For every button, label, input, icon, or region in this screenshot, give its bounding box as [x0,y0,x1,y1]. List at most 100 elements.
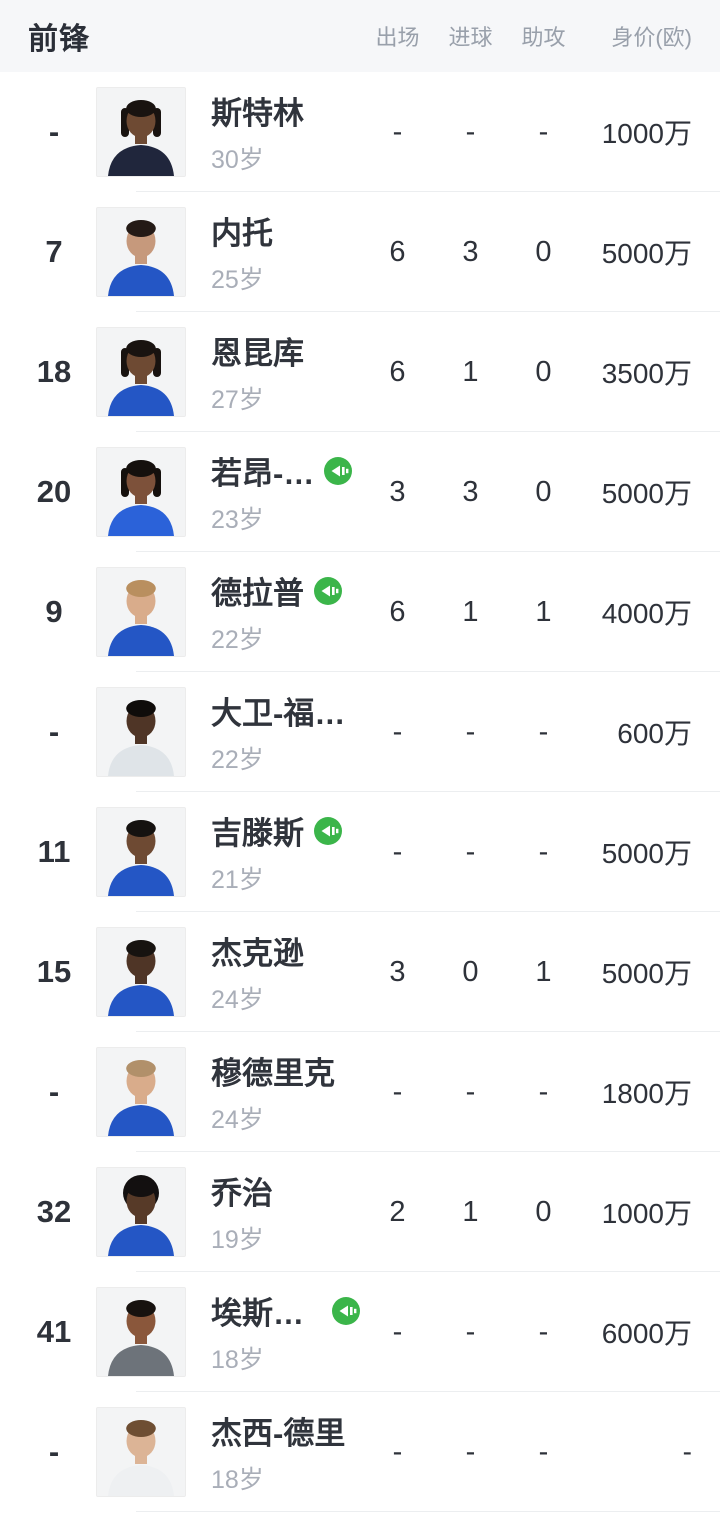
player-avatar-image [97,88,185,176]
stat-market-value: - [682,1436,692,1467]
stat-market-value: 5000万 [601,238,692,269]
player-row[interactable]: - 杰西-德里 [0,1392,720,1512]
stat-appearances: - [392,1435,403,1468]
player-row[interactable]: 11 吉滕斯 [0,792,720,912]
player-photo [96,87,186,177]
player-name-line: 内托 [211,208,361,253]
player-row[interactable]: 20 若昂-… [0,432,720,552]
jersey-number: 32 [36,1194,72,1229]
player-row[interactable]: 7 内托 [0,192,720,312]
player-name: 内托 [211,216,273,251]
player-photo [96,807,186,897]
row-divider [136,911,720,912]
column-header-assists: 助攻 [521,25,566,50]
stat-appearances: 6 [389,235,406,268]
player-info: 吉滕斯 21岁 [211,808,361,896]
player-age: 22岁 [211,626,264,654]
stat-goals: 3 [462,235,479,268]
stat-goals: - [465,835,476,868]
player-info: 斯特林 30岁 [211,88,361,176]
player-name-line: 若昂-… [211,448,361,493]
player-photo [96,687,186,777]
row-divider [136,1391,720,1392]
stat-market-value: 4000万 [601,598,692,629]
player-age: 21岁 [211,866,264,894]
player-photo [96,567,186,657]
player-row[interactable]: - 斯特林 [0,72,720,192]
player-info: 埃斯特旺 18岁 [211,1288,361,1376]
player-photo [96,927,186,1017]
player-row[interactable]: 15 杰克逊 [0,912,720,1032]
stat-assists: - [538,115,549,148]
player-name: 德拉普 [211,576,304,611]
player-name: 杰西-德里 [211,1416,346,1451]
player-name-line: 杰西-德里 [211,1408,361,1453]
column-header-appearances: 出场 [375,25,420,50]
player-info: 杰西-德里 18岁 [211,1408,361,1496]
player-name: 斯特林 [211,96,304,131]
stat-goals: - [465,115,476,148]
player-name: 穆德里克 [211,1056,335,1091]
player-age: 25岁 [211,266,264,294]
stat-assists: - [538,835,549,868]
row-divider [136,431,720,432]
row-divider [136,791,720,792]
player-name: 吉滕斯 [211,816,304,851]
player-age: 27岁 [211,386,264,414]
player-avatar-image [97,208,185,296]
player-age: 19岁 [211,1226,264,1254]
stat-appearances: 6 [389,355,406,388]
player-name-line: 德拉普 [211,568,361,613]
jersey-number: 9 [45,594,63,629]
player-row[interactable]: 18 恩昆库 [0,312,720,432]
player-photo [96,327,186,417]
player-list: - 斯特林 [0,72,720,1512]
row-divider [136,311,720,312]
player-age: 22岁 [211,746,264,774]
jersey-number: - [48,714,60,749]
player-name: 埃斯特旺 [211,1296,322,1331]
player-photo [96,1287,186,1377]
jersey-number: - [48,1434,60,1469]
player-row[interactable]: 32 乔治 [0,1152,720,1272]
player-row[interactable]: 9 德拉普 [0,552,720,672]
stat-market-value: 3500万 [601,358,692,389]
player-name-line: 吉滕斯 [211,808,361,853]
stat-appearances: 3 [389,475,406,508]
player-name: 乔治 [211,1176,273,1211]
player-info: 杰克逊 24岁 [211,928,361,1016]
player-photo [96,1047,186,1137]
row-divider [136,1151,720,1152]
stat-market-value: 1000万 [601,118,692,149]
player-info: 穆德里克 24岁 [211,1048,361,1136]
player-info: 若昂-… 23岁 [211,448,361,536]
stat-market-value: 6000万 [601,1318,692,1349]
player-age: 30岁 [211,146,264,174]
player-photo [96,1167,186,1257]
jersey-number: 20 [36,474,72,509]
player-name-line: 乔治 [211,1168,361,1213]
player-info: 内托 25岁 [211,208,361,296]
row-divider [136,551,720,552]
column-header-goals: 进球 [448,25,493,50]
player-avatar-image [97,328,185,416]
stat-goals: - [465,715,476,748]
stat-market-value: 1800万 [601,1078,692,1109]
section-header: 前锋 出场 进球 助攻 身价(欧) [0,0,720,72]
player-name-line: 恩昆库 [211,328,361,373]
player-name: 杰克逊 [211,936,304,971]
column-header-market-value: 身价(欧) [611,25,692,50]
stat-assists: 0 [535,475,552,508]
stat-assists: 0 [535,1195,552,1228]
player-row[interactable]: 41 埃斯特旺 [0,1272,720,1392]
player-row[interactable]: - 穆德里克 [0,1032,720,1152]
stat-goals: - [465,1075,476,1108]
player-avatar-image [97,568,185,656]
stat-assists: 0 [535,355,552,388]
player-avatar-image [97,1408,185,1496]
player-row[interactable]: - 大卫-福法纳 [0,672,720,792]
stat-assists: - [538,715,549,748]
player-photo [96,447,186,537]
row-divider [136,1511,720,1512]
stat-market-value: 1000万 [601,1198,692,1229]
